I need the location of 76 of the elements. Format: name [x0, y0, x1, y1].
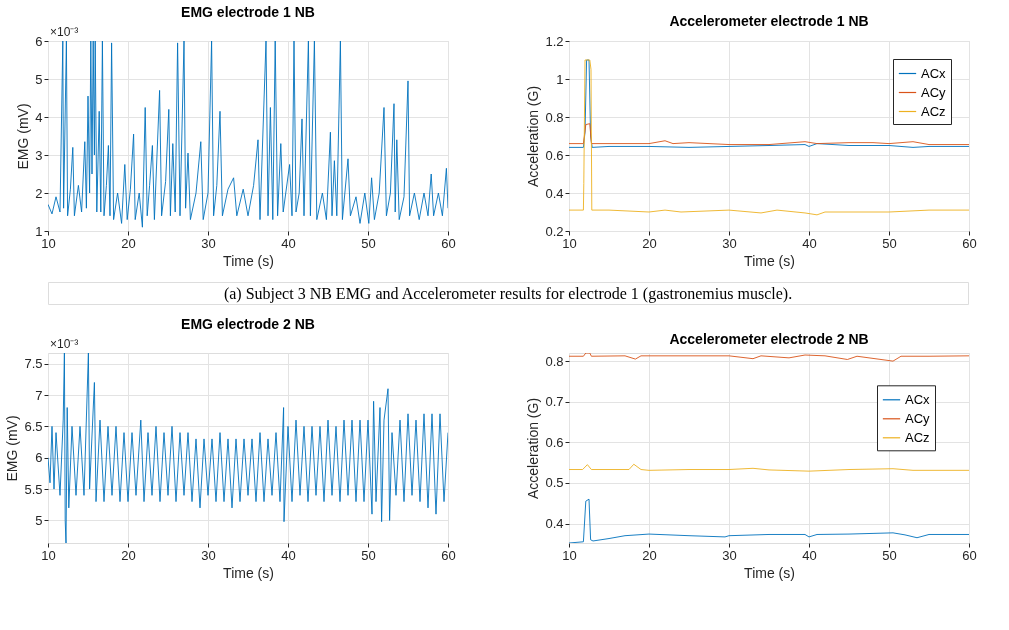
legend-label: ACx: [921, 65, 947, 81]
x-tick-label: 10: [41, 547, 56, 563]
x-tick-label: 50: [882, 235, 897, 251]
y-tick-label: 0.8: [545, 353, 564, 369]
y-tick-label: 0.4: [545, 185, 564, 201]
x-axis-title: Time (s): [744, 252, 795, 269]
legend-label: ACy: [905, 410, 931, 426]
y-tick-label: 1: [35, 223, 43, 239]
y-tick-label: 3: [35, 147, 43, 163]
y-tick-label: 6.5: [24, 418, 43, 434]
text: (a) Subject 3 NB EMG and Accelerometer results for electrode 1 (gastronemius muscle).: [223, 285, 793, 303]
x-tick-label: 40: [281, 547, 296, 563]
line-series: [48, 41, 448, 228]
chart-title: EMG electrode 2 NB: [181, 316, 315, 332]
y-tick-label: 0.6: [545, 147, 564, 163]
x-tick-label: 40: [802, 235, 817, 251]
y-tick-label: 5: [35, 512, 43, 528]
y-tick-label: 7: [35, 387, 43, 403]
x-tick-label: 60: [962, 235, 977, 251]
x-tick-label: 40: [281, 235, 296, 251]
x-tick-label: 20: [121, 235, 136, 251]
legend-label: ACx: [905, 391, 931, 407]
line-series: [569, 463, 969, 472]
x-tick-label: 50: [882, 547, 897, 563]
x-tick-label: 20: [642, 547, 657, 563]
y-tick-label: 0.4: [545, 516, 564, 532]
line-series: [48, 353, 448, 543]
y-axis-title: Acceleration (G): [525, 397, 542, 500]
x-tick-label: 60: [962, 547, 977, 563]
y-tick-label: 4: [35, 109, 43, 125]
legend-label: ACz: [905, 429, 930, 445]
x-tick-label: 30: [722, 547, 737, 563]
y-tick-label: 1: [556, 71, 564, 87]
y-tick-label: 6: [35, 450, 43, 466]
x-tick-label: 50: [361, 547, 376, 563]
y-tick-label: 5.5: [24, 481, 43, 497]
y-tick-label: 0.7: [545, 394, 564, 410]
x-tick-label: 10: [562, 547, 577, 563]
x-tick-label: 10: [41, 235, 56, 251]
x-tick-label: 10: [562, 235, 577, 251]
legend-label: ACz: [921, 103, 946, 119]
y-axis-title: Acceleration (G): [525, 85, 542, 188]
text: ×10⁻³: [50, 25, 79, 39]
y-tick-label: 0.5: [545, 475, 564, 491]
chart-title: Accelerometer electrode 1 NB: [669, 13, 869, 29]
text: ×10⁻³: [50, 337, 79, 351]
line-series: [569, 353, 969, 362]
y-tick-label: 2: [35, 185, 43, 201]
y-tick-label: 5: [35, 71, 43, 87]
x-tick-label: 20: [642, 235, 657, 251]
legend-label: ACy: [921, 84, 947, 100]
x-tick-label: 60: [441, 235, 456, 251]
x-tick-label: 30: [722, 235, 737, 251]
y-tick-label: 7.5: [24, 356, 43, 372]
y-axis-title: EMG (mV): [15, 103, 32, 170]
x-tick-label: 50: [361, 235, 376, 251]
chart-title: EMG electrode 1 NB: [181, 4, 315, 20]
x-tick-label: 30: [201, 547, 216, 563]
y-axis-title: EMG (mV): [4, 415, 21, 482]
x-tick-label: 40: [802, 547, 817, 563]
x-tick-label: 20: [121, 547, 136, 563]
line-series: [569, 498, 969, 543]
y-tick-label: 1.2: [545, 33, 564, 49]
x-tick-label: 30: [201, 235, 216, 251]
chart-title: Accelerometer electrode 2 NB: [669, 331, 869, 347]
y-tick-label: 0.6: [545, 434, 564, 450]
y-tick-label: 0.2: [545, 223, 564, 239]
line-series: [569, 59, 969, 216]
y-tick-label: 6: [35, 33, 43, 49]
x-tick-label: 60: [441, 547, 456, 563]
line-series: [569, 59, 969, 148]
x-axis-title: Time (s): [223, 564, 274, 581]
x-axis-title: Time (s): [744, 564, 795, 581]
line-series: [569, 123, 969, 145]
x-axis-title: Time (s): [223, 252, 274, 269]
y-tick-label: 0.8: [545, 109, 564, 125]
